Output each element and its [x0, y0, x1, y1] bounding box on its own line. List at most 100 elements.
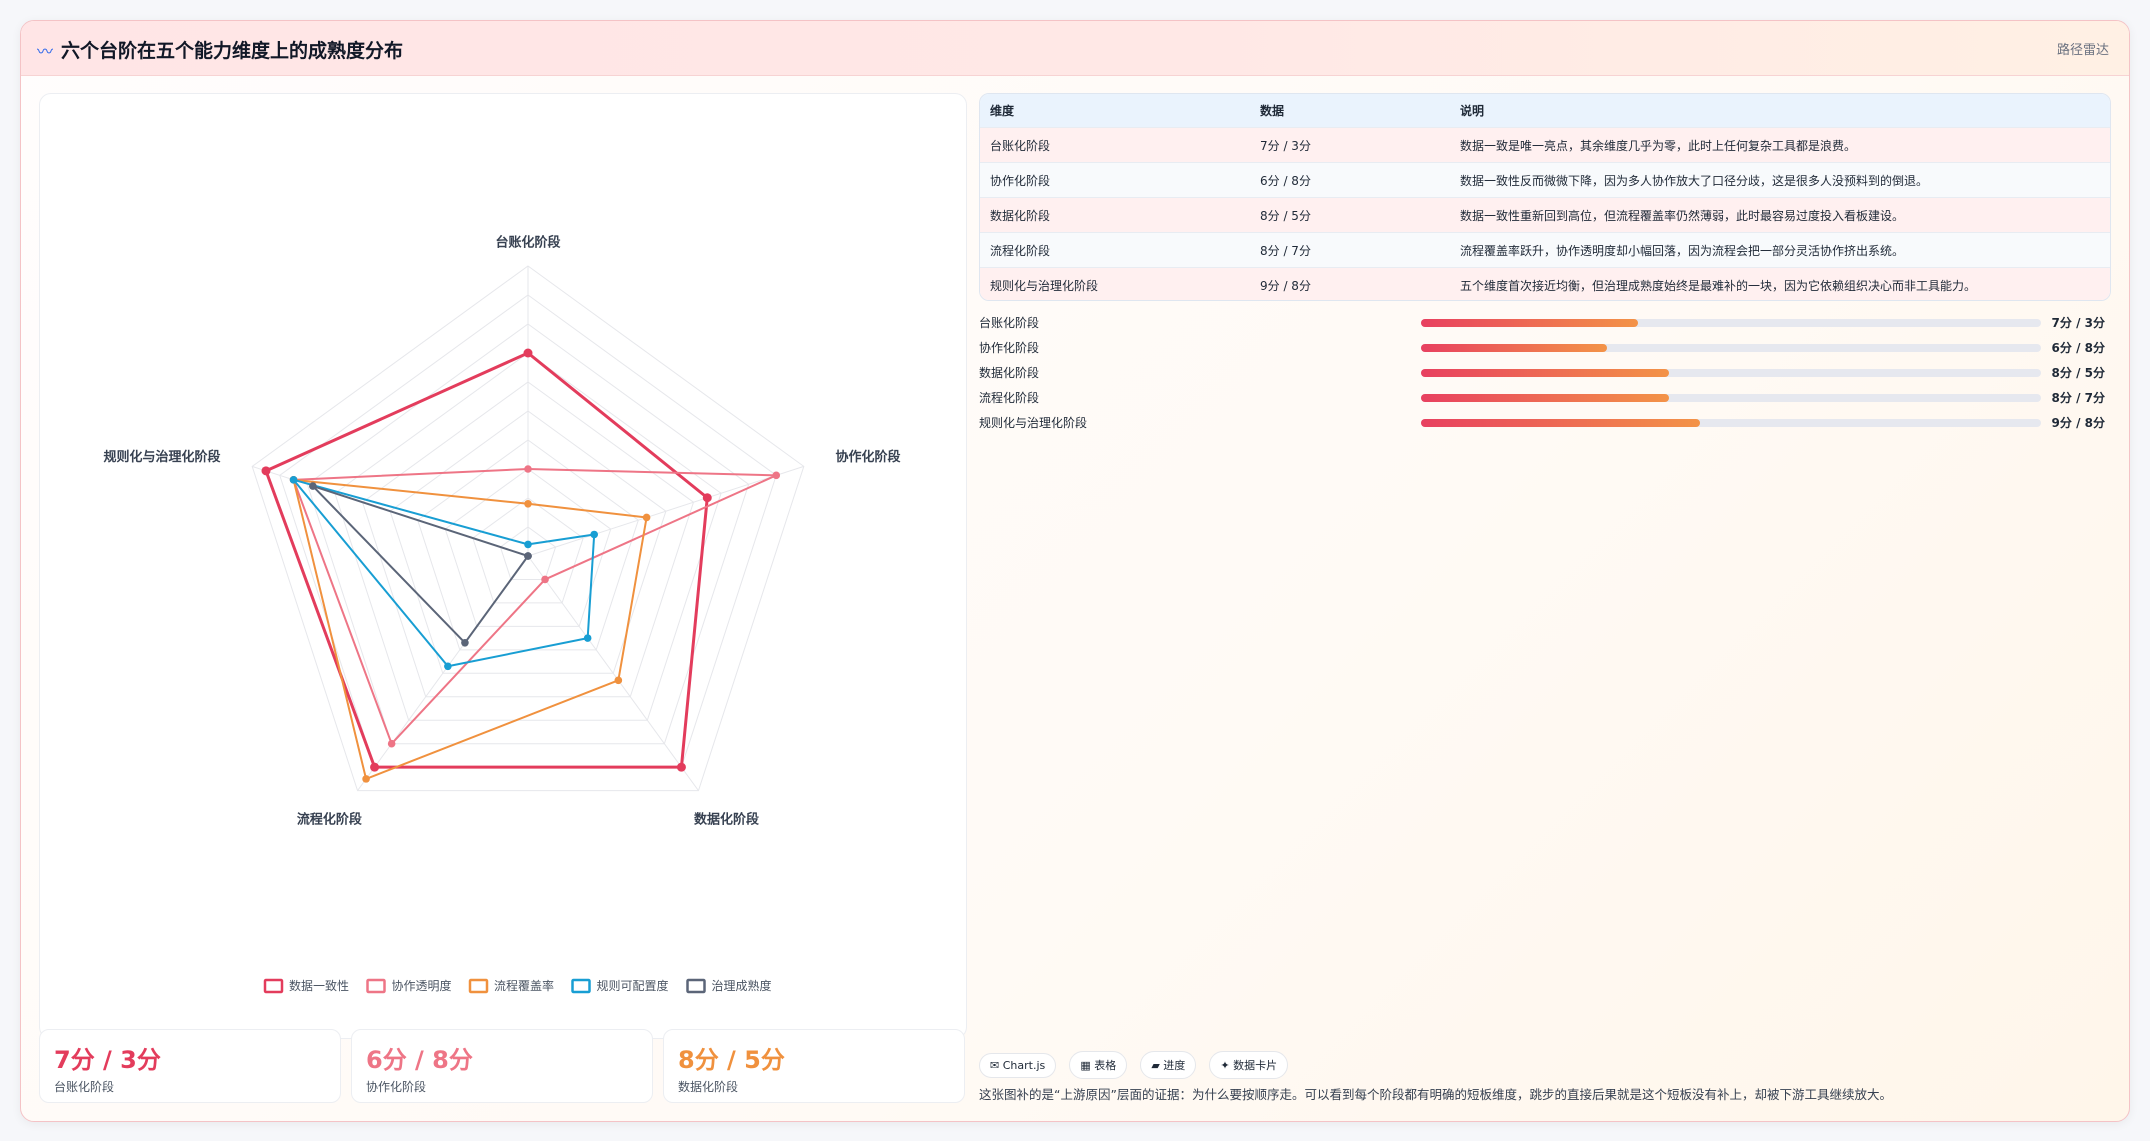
- table-cell: 数据一致性重新回到高位，但流程覆盖率仍然薄弱，此时最容易过度投入看板建设。: [1450, 197, 2110, 233]
- table-row: 数据化阶段 8分 / 5分 数据一致性重新回到高位，但流程覆盖率仍然薄弱，此时最…: [980, 197, 2110, 233]
- table-cell: 五个维度首次接近均衡，但治理成熟度始终是最难补的一块，因为它依赖组织决心而非工具…: [1450, 267, 2110, 300]
- series-line: [292, 468, 778, 745]
- stat-value: 7分 / 3分: [54, 1046, 161, 1074]
- data-point: [590, 530, 598, 539]
- axis-label: 台账化阶段: [495, 235, 560, 251]
- progress-track: [1421, 394, 2041, 402]
- axis-label: 规则化与治理化阶段: [103, 449, 220, 465]
- data-point: [676, 762, 686, 772]
- progress-value: 6分 / 8分: [2051, 341, 2105, 355]
- data-point: [523, 348, 533, 358]
- table-header-row: 维度 数据 说明: [980, 94, 2110, 128]
- grid-ring: [306, 323, 750, 745]
- table-cell: 6分 / 8分: [1250, 162, 1450, 198]
- data-point: [583, 634, 592, 642]
- grid-ring: [361, 381, 695, 698]
- series-line: [292, 478, 596, 668]
- stat-label: 数据化阶段: [678, 1080, 739, 1094]
- stat-card-1: 7分 / 3分 台账化阶段: [39, 1029, 341, 1103]
- data-table: 维度 数据 说明 台账化阶段 7分 / 3分 数据一致是唯一亮点，其余维度几乎为…: [979, 93, 2111, 301]
- stat-card-3: 8分 / 5分 数据化阶段: [663, 1029, 965, 1103]
- table-cell: 协作化阶段: [980, 162, 1250, 198]
- progress-fill: [1421, 344, 1607, 352]
- table-cell: 7分 / 3分: [1250, 127, 1450, 163]
- grid-ring: [389, 410, 667, 674]
- legend-label: 数据一致性: [289, 978, 349, 993]
- tag-table[interactable]: ▦ 表格: [1069, 1051, 1128, 1079]
- stat-card-2: 6分 / 8分 协作化阶段: [351, 1029, 653, 1103]
- legend-label: 治理成熟度: [712, 978, 772, 993]
- data-point: [524, 540, 532, 549]
- table-cell: 9分 / 8分: [1250, 267, 1450, 300]
- data-point: [541, 575, 549, 584]
- data-point: [289, 476, 298, 484]
- progress-row: 流程化阶段 8分 / 7分: [979, 386, 2109, 411]
- stat-label: 协作化阶段: [366, 1080, 427, 1094]
- grid-spoke: [527, 465, 804, 557]
- legend-swatch: [468, 978, 489, 994]
- footnote: 这张图补的是“上游原因”层面的证据：为什么要按顺序走。可以看到每个阶段都有明确的…: [979, 1087, 1892, 1102]
- card-header: 〰 六个台阶在五个能力维度上的成熟度分布 路径雷达: [21, 21, 2129, 76]
- grid-ring: [251, 265, 805, 792]
- grid-spoke: [527, 555, 699, 791]
- progress-fill: [1421, 394, 1669, 402]
- data-point: [524, 465, 532, 473]
- progress-label: 数据化阶段: [979, 366, 1040, 380]
- table-cell: 流程覆盖率跃升，协作透明度却小幅回落，因为流程会把一部分灵活协作挤出系统。: [1450, 232, 2110, 268]
- progress-label: 流程化阶段: [979, 391, 1040, 405]
- table-row: 流程化阶段 8分 / 7分 流程覆盖率跃升，协作透明度却小幅回落，因为流程会把一…: [980, 232, 2110, 268]
- progress-fill: [1421, 319, 1638, 327]
- grid-ring: [334, 352, 722, 721]
- table-cell: 台账化阶段: [980, 127, 1250, 163]
- legend-swatch: [571, 978, 591, 994]
- table-cell: 规则化与治理化阶段: [980, 267, 1250, 300]
- legend-swatch: [263, 978, 284, 994]
- axis-label: 协作化阶段: [836, 449, 901, 465]
- data-point: [309, 482, 317, 490]
- stat-value: 8分 / 5分: [678, 1046, 785, 1074]
- chart-line-icon: 〰: [37, 42, 54, 61]
- table-cell: 数据一致是唯一亮点，其余维度几乎为零，此时上任何复杂工具都是浪费。: [1450, 127, 2110, 163]
- tag-chartjs[interactable]: ✉ Chart.js: [979, 1053, 1057, 1078]
- progress-list: 台账化阶段 7分 / 3分 协作化阶段 6分 / 8分 数据化阶段 8分 / 5…: [979, 311, 2109, 436]
- table-cell: 数据一致性反而微微下降，因为多人协作放大了口径分歧，这是很多人没预料到的倒退。: [1450, 162, 2110, 198]
- table-row: 台账化阶段 7分 / 3分 数据一致是唯一亮点，其余维度几乎为零，此时上任何复杂…: [980, 127, 2110, 163]
- table-cell: 数据化阶段: [980, 197, 1250, 233]
- progress-track: [1421, 369, 2041, 377]
- data-point: [614, 676, 623, 685]
- data-point: [642, 513, 651, 522]
- legend-label: 规则可配置度: [597, 978, 669, 993]
- data-point: [461, 639, 469, 647]
- table-row: 规则化与治理化阶段 9分 / 8分 五个维度首次接近均衡，但治理成熟度始终是最难…: [980, 267, 2110, 300]
- progress-track: [1421, 344, 2041, 352]
- progress-row: 台账化阶段 7分 / 3分: [979, 311, 2109, 336]
- progress-value: 9分 / 8分: [2051, 416, 2105, 430]
- progress-value: 8分 / 7分: [2051, 391, 2105, 405]
- main-card: 〰 六个台阶在五个能力维度上的成熟度分布 路径雷达 台账化阶段 协作化阶段 数据化阶…: [20, 20, 2130, 1122]
- table-cell: 8分 / 7分: [1250, 232, 1450, 268]
- stat-label: 台账化阶段: [54, 1080, 115, 1094]
- data-point: [702, 493, 712, 503]
- column-header: 说明: [1450, 94, 2110, 128]
- progress-track: [1421, 319, 2041, 327]
- progress-track: [1421, 419, 2041, 427]
- series-line: [311, 485, 529, 644]
- legend-swatch: [686, 978, 706, 994]
- legend-label: 流程覆盖率: [494, 978, 554, 993]
- radar-chart-panel: 台账化阶段 协作化阶段 数据化阶段 流程化阶段 规则化与治理化阶段 数据一致性 协作透明度 流…: [39, 93, 967, 1039]
- tag-progress[interactable]: ▰ 进度: [1140, 1051, 1197, 1079]
- series-line: [292, 478, 648, 780]
- progress-value: 8分 / 5分: [2051, 366, 2105, 380]
- table-cell: 8分 / 5分: [1250, 197, 1450, 233]
- table-row: 协作化阶段 6分 / 8分 数据一致性反而微微下降，因为多人协作放大了口径分歧，…: [980, 162, 2110, 198]
- progress-fill: [1421, 369, 1669, 377]
- legend-label: 协作透明度: [392, 978, 452, 993]
- progress-value: 7分 / 3分: [2051, 316, 2105, 330]
- data-point: [524, 552, 532, 560]
- progress-label: 台账化阶段: [979, 316, 1040, 330]
- header-badge: 路径雷达: [2056, 43, 2109, 58]
- progress-row: 协作化阶段 6分 / 8分: [979, 336, 2109, 361]
- column-header: 数据: [1250, 94, 1450, 128]
- tag-data-card[interactable]: ✦ 数据卡片: [1209, 1051, 1289, 1079]
